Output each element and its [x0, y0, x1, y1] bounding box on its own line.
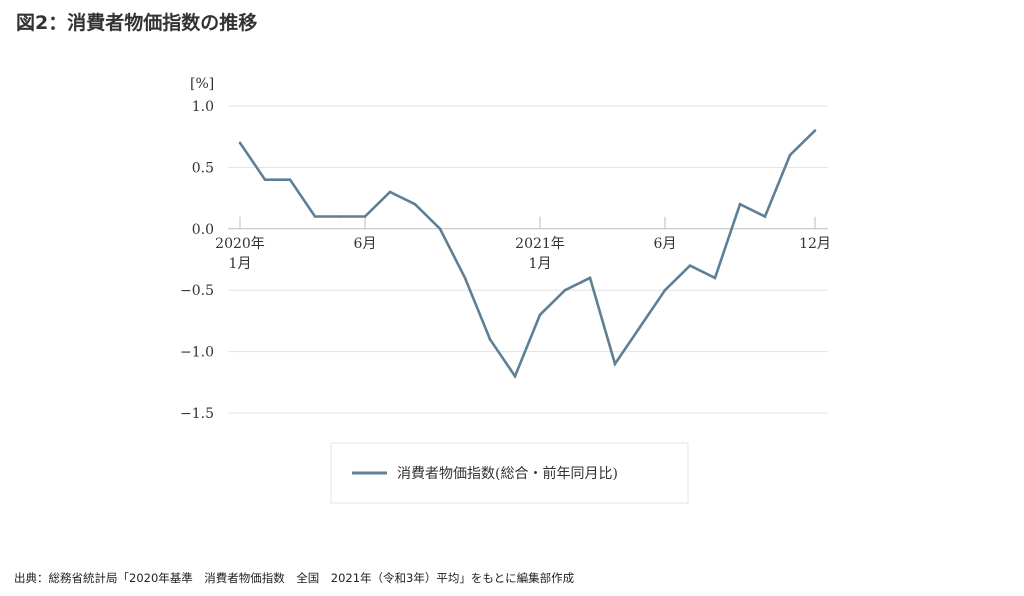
figure-title: 図2：消費者物価指数の推移 [16, 12, 258, 34]
y-axis-unit: [%] [190, 76, 214, 92]
data-point [788, 153, 792, 157]
x-tick-label: 12月 [799, 236, 831, 252]
y-tick-label: 0.5 [192, 160, 214, 176]
legend-label: 消費者物価指数(総合・前年同月比) [397, 465, 618, 482]
y-tick-label: 1.0 [192, 99, 214, 115]
data-point [563, 288, 567, 292]
x-tick-label: 6月 [654, 236, 677, 252]
data-point [263, 178, 267, 181]
legend-box [330, 442, 689, 504]
data-point [588, 276, 592, 280]
series-line [238, 129, 816, 379]
data-point [238, 141, 242, 145]
data-point [488, 338, 492, 341]
y-tick-label: −1.0 [180, 345, 214, 361]
y-tick-label: −1.5 [180, 406, 214, 422]
source-note: 出典：総務省統計局「2020年基準 消費者物価指数 全国 2021年（令和3年）… [14, 571, 575, 585]
y-tick-label: 0.0 [192, 222, 214, 238]
data-point [438, 227, 442, 231]
x-tick-label: 6月 [354, 236, 377, 252]
data-point [313, 215, 317, 218]
data-point [688, 264, 692, 267]
data-point [288, 178, 292, 181]
data-point [713, 276, 717, 280]
data-point [388, 190, 392, 194]
x-tick-label: 1月 [229, 256, 252, 272]
data-point [613, 362, 617, 366]
data-point [538, 313, 542, 317]
x-tick-label: 1月 [529, 256, 552, 272]
data-point [513, 374, 517, 378]
data-point [763, 215, 767, 218]
y-tick-label: −0.5 [180, 283, 214, 299]
x-tick-label: 2021年 [515, 236, 565, 252]
data-point [813, 129, 817, 132]
data-point [363, 215, 367, 218]
data-point [338, 215, 342, 218]
x-tick-label: 2020年 [215, 236, 265, 252]
data-point [738, 202, 742, 206]
data-point [638, 325, 642, 329]
data-point [413, 202, 417, 206]
data-point [463, 276, 467, 280]
data-point [663, 288, 667, 292]
